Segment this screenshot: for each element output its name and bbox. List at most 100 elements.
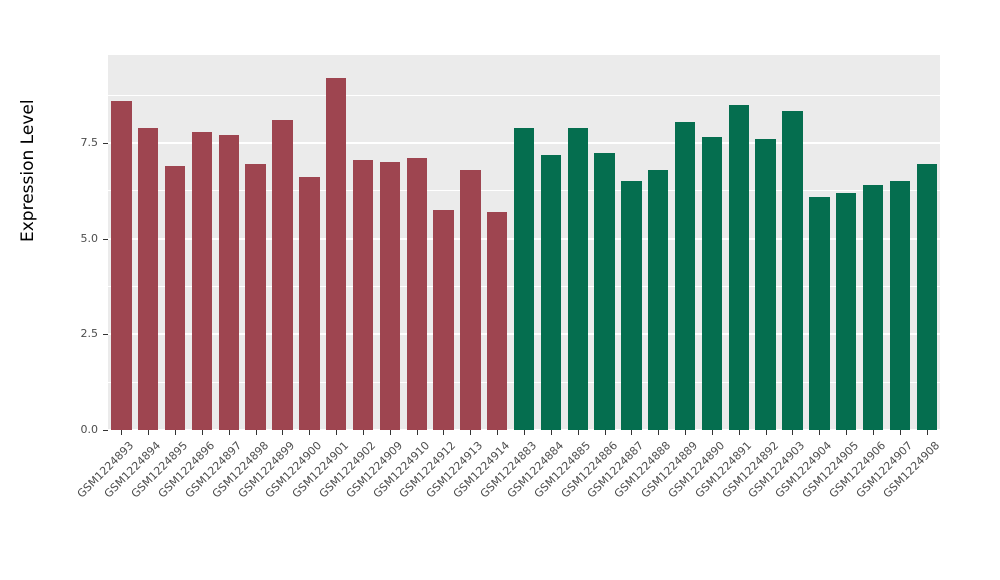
y-tick-mark	[103, 143, 108, 144]
bar-GSM1224905	[836, 192, 857, 430]
bar-GSM1224883	[513, 127, 535, 430]
bar-slot	[645, 55, 672, 430]
bar-slot	[457, 55, 484, 430]
x-tick-mark	[282, 430, 284, 435]
bar-slot	[242, 55, 269, 430]
bar-slot	[269, 55, 296, 430]
bar-slot	[135, 55, 162, 430]
bar-slot	[672, 55, 699, 430]
x-tick-mark	[738, 430, 740, 435]
x-tick-mark	[201, 430, 203, 435]
bar-GSM1224895	[164, 166, 186, 430]
bar-slot	[725, 55, 752, 430]
x-tick-mark	[148, 430, 150, 435]
x-tick-mark	[872, 430, 874, 435]
bar-slot	[886, 55, 913, 430]
x-tick-mark	[765, 430, 767, 435]
bar-slot	[162, 55, 189, 430]
y-tick-label: 0.0	[80, 423, 99, 436]
bar-GSM1224907	[889, 181, 911, 430]
bar-GSM1224908	[916, 164, 937, 430]
y-tick-mark	[103, 430, 108, 431]
x-tick-mark	[175, 430, 177, 435]
x-tick-mark	[926, 430, 928, 435]
x-tick-mark	[336, 430, 338, 435]
bar-slot	[323, 55, 350, 430]
bar-slot	[511, 55, 538, 430]
bar-GSM1224903	[782, 110, 803, 430]
x-tick-mark	[497, 430, 499, 435]
bar-GSM1224904	[809, 196, 830, 430]
bar-GSM1224910	[406, 158, 427, 430]
x-tick-mark	[604, 430, 606, 435]
bar-GSM1224889	[674, 122, 696, 430]
bar-GSM1224899	[272, 120, 293, 430]
bar-GSM1224909	[379, 162, 401, 430]
bar-GSM1224884	[540, 154, 562, 430]
x-tick-mark	[255, 430, 257, 435]
gridline-minor	[108, 94, 940, 96]
bar-slot	[189, 55, 216, 430]
x-tick-mark	[792, 430, 794, 435]
y-tick-label: 2.5	[80, 327, 99, 341]
x-tick-mark	[524, 430, 525, 435]
x-tick-mark	[121, 430, 123, 435]
x-tick-mark	[228, 430, 230, 435]
bar-GSM1224913	[460, 169, 481, 430]
x-tick-mark	[577, 430, 579, 435]
bar-slot	[403, 55, 430, 430]
bar-GSM1224892	[755, 139, 776, 430]
bar-GSM1224900	[299, 177, 320, 430]
x-tick-mark	[470, 430, 472, 435]
y-tick-mark	[103, 334, 108, 336]
bar-slot	[215, 55, 242, 430]
x-tick-mark	[658, 430, 660, 435]
y-tick-label: 5.0	[80, 231, 99, 245]
bar-GSM1224891	[728, 104, 750, 430]
bar-GSM1224912	[433, 210, 454, 430]
bar-GSM1224893	[111, 100, 132, 430]
bar-GSM1224894	[138, 127, 159, 430]
bar-slot	[484, 55, 511, 430]
bar-slot	[913, 55, 940, 430]
bar-GSM1224897	[218, 135, 239, 430]
bar-GSM1224901	[325, 78, 347, 430]
bar-slot	[591, 55, 618, 430]
x-tick-mark	[685, 430, 687, 435]
bar-slot	[699, 55, 726, 430]
bar-GSM1224886	[594, 152, 615, 430]
bar-GSM1224885	[567, 127, 588, 430]
x-tick-mark	[899, 430, 901, 435]
x-tick-mark	[443, 430, 445, 435]
y-tick-label: 7.5	[80, 136, 99, 149]
bar-GSM1224890	[701, 137, 723, 430]
plot-panel	[108, 55, 940, 431]
bar-slot	[108, 55, 135, 430]
bar-GSM1224902	[352, 160, 374, 430]
bar-slot	[618, 55, 645, 430]
x-tick-mark	[631, 430, 633, 435]
bar-slot	[350, 55, 377, 430]
bar-slot	[779, 55, 806, 430]
bar-slot	[564, 55, 591, 430]
y-tick-mark	[103, 238, 108, 240]
x-tick-mark	[389, 430, 391, 435]
bar-slot	[752, 55, 779, 430]
bar-slot	[860, 55, 887, 430]
bar-GSM1224906	[862, 185, 884, 430]
bar-slot	[806, 55, 833, 430]
bar-GSM1224888	[648, 169, 669, 430]
x-tick-mark	[846, 430, 848, 435]
bar-GSM1224914	[487, 211, 508, 430]
x-tick-mark	[550, 430, 552, 435]
x-tick-mark	[819, 430, 821, 435]
bar-GSM1224896	[191, 131, 213, 430]
x-tick-mark	[416, 430, 418, 435]
bar-GSM1224898	[245, 164, 266, 430]
bar-slot	[833, 55, 860, 430]
bar-GSM1224887	[621, 181, 642, 430]
x-tick-mark	[362, 430, 364, 435]
x-tick-mark	[309, 430, 311, 435]
bars-container	[108, 55, 940, 430]
